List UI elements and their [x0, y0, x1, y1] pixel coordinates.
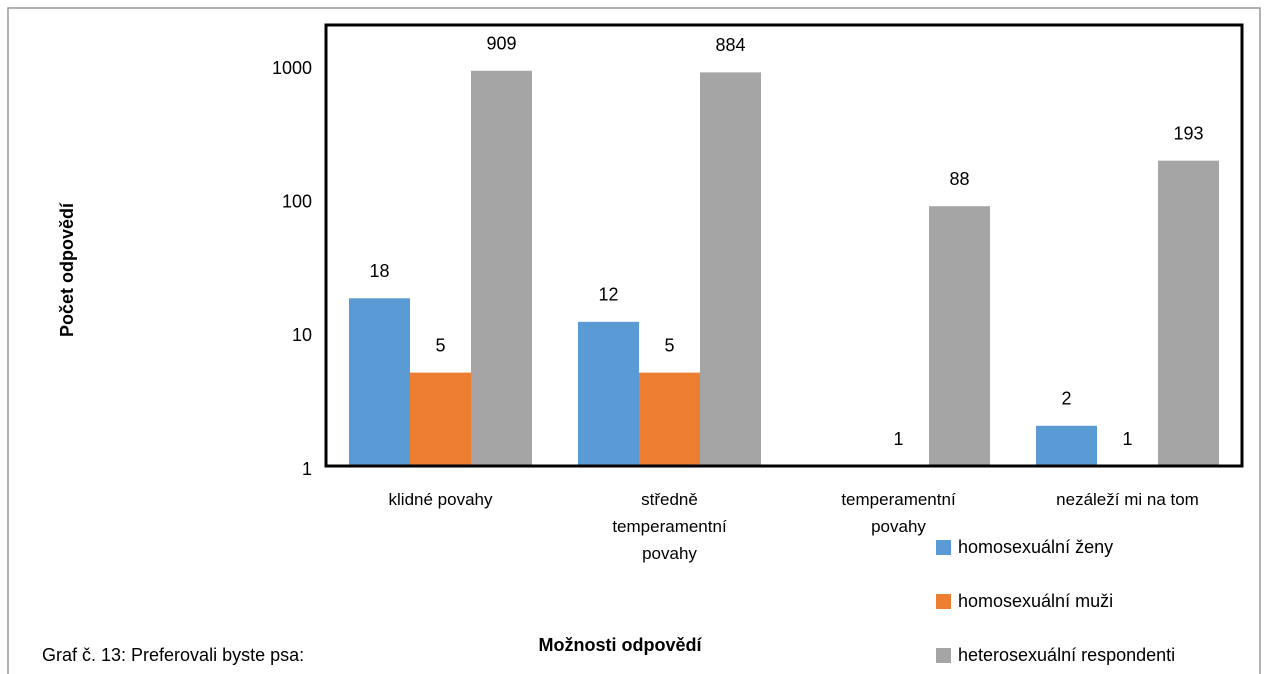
x-tick-label: temperamentní povahy — [841, 490, 956, 536]
data-label: 1 — [893, 429, 903, 449]
data-label: 88 — [949, 169, 969, 189]
data-label: 193 — [1173, 123, 1203, 143]
bar — [700, 72, 761, 466]
x-tick-label: středně temperamentní povahy — [612, 490, 727, 563]
legend-swatch — [936, 594, 951, 609]
data-label: 18 — [369, 261, 389, 281]
legend-swatch — [936, 540, 951, 555]
data-label: 12 — [598, 285, 618, 305]
y-tick-label: 1000 — [272, 58, 312, 78]
data-label: 5 — [664, 335, 674, 355]
y-tick-label: 10 — [292, 325, 312, 345]
legend-swatch — [936, 648, 951, 663]
bar — [1158, 160, 1219, 466]
y-tick-label: 100 — [282, 192, 312, 212]
bar — [410, 372, 471, 466]
data-label: 5 — [435, 335, 445, 355]
legend-label: homosexuální ženy — [958, 537, 1113, 557]
x-tick-label: klidné povahy — [388, 490, 493, 509]
data-label: 1 — [1122, 429, 1132, 449]
data-label: 2 — [1061, 389, 1071, 409]
legend-label: heterosexuální respondenti — [958, 645, 1175, 665]
outer-border — [7, 7, 1261, 674]
bar — [929, 206, 990, 467]
data-label: 909 — [486, 34, 516, 54]
bar — [639, 372, 700, 466]
y-tick-label: 1 — [302, 459, 312, 479]
data-label: 884 — [715, 35, 745, 55]
bar — [1036, 425, 1097, 466]
x-axis-title: Možnosti odpovědí — [539, 635, 703, 655]
bar — [349, 298, 410, 466]
y-axis-title: Počet odpovědí — [57, 202, 77, 337]
bar — [578, 321, 639, 466]
chart-title: Graf č. 13: Preferovali byste psa: — [42, 645, 304, 665]
bar — [471, 70, 532, 466]
plot-border — [324, 23, 1244, 468]
legend-label: homosexuální muži — [958, 591, 1113, 611]
x-tick-label: nezáleží mi na tom — [1056, 490, 1199, 509]
